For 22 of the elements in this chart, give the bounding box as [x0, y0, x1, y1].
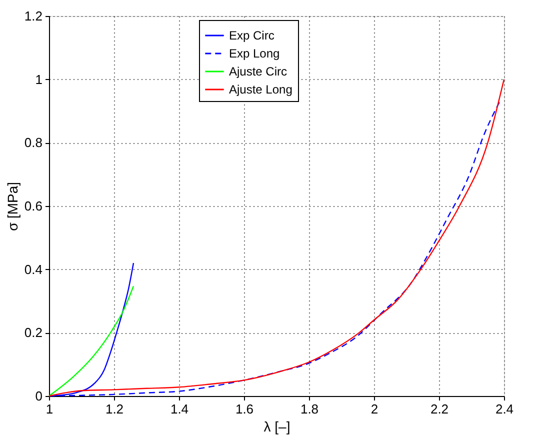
x-tick-label: 1.8 — [300, 402, 319, 416]
x-tick-label: 2.4 — [495, 402, 514, 416]
legend-label: Ajuste Long — [229, 82, 292, 96]
y-tick-label: 1.2 — [24, 8, 42, 24]
x-tick-label: 2.2 — [430, 402, 449, 416]
x-tick-label: 1.6 — [235, 402, 254, 416]
x-tick-label: 1.2 — [105, 402, 124, 416]
y-tick-label: 0.4 — [24, 262, 42, 277]
line-series — [48, 286, 134, 397]
legend-label: Ajuste Circ — [229, 64, 288, 78]
y-tick-label: 0 — [35, 388, 42, 404]
legend-label: Exp Long — [229, 46, 280, 60]
legend-label: Exp Circ — [229, 28, 274, 42]
x-axis-title: λ [–] — [264, 418, 290, 434]
y-tick-label: 0.6 — [24, 198, 42, 214]
x-tick-label: 2 — [370, 402, 378, 416]
x-tick-label: 1.4 — [170, 402, 189, 416]
y-tick-label: 0.8 — [24, 135, 42, 150]
y-tick-label: 1 — [35, 72, 42, 87]
x-tick-label: 1 — [46, 402, 54, 416]
y-axis-title: σ [MPa] — [4, 182, 20, 232]
y-tick-label: 0.2 — [24, 325, 42, 340]
